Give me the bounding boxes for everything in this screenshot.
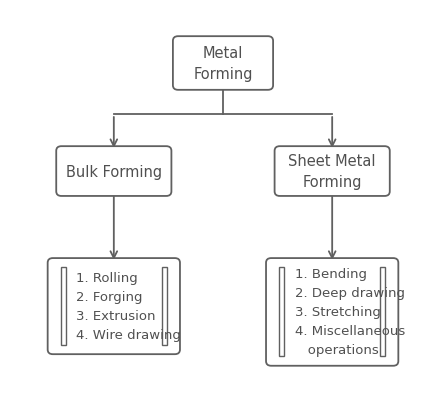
Bar (380, 268, 385, 356)
Bar (161, 268, 167, 345)
Text: 1. Rolling
2. Forging
3. Extrusion
4. Wire drawing: 1. Rolling 2. Forging 3. Extrusion 4. Wi… (76, 271, 181, 341)
Text: 1. Bending
2. Deep drawing
3. Stretching
4. Miscellaneous
   operations: 1. Bending 2. Deep drawing 3. Stretching… (295, 268, 405, 356)
FancyBboxPatch shape (275, 147, 390, 196)
Bar (61, 268, 66, 345)
Text: Bulk Forming: Bulk Forming (66, 164, 162, 179)
Text: Sheet Metal
Forming: Sheet Metal Forming (289, 154, 376, 190)
FancyBboxPatch shape (266, 258, 398, 366)
FancyBboxPatch shape (48, 258, 180, 354)
Bar (279, 268, 285, 356)
FancyBboxPatch shape (56, 147, 171, 196)
Text: Metal
Forming: Metal Forming (193, 46, 253, 82)
FancyBboxPatch shape (173, 37, 273, 91)
